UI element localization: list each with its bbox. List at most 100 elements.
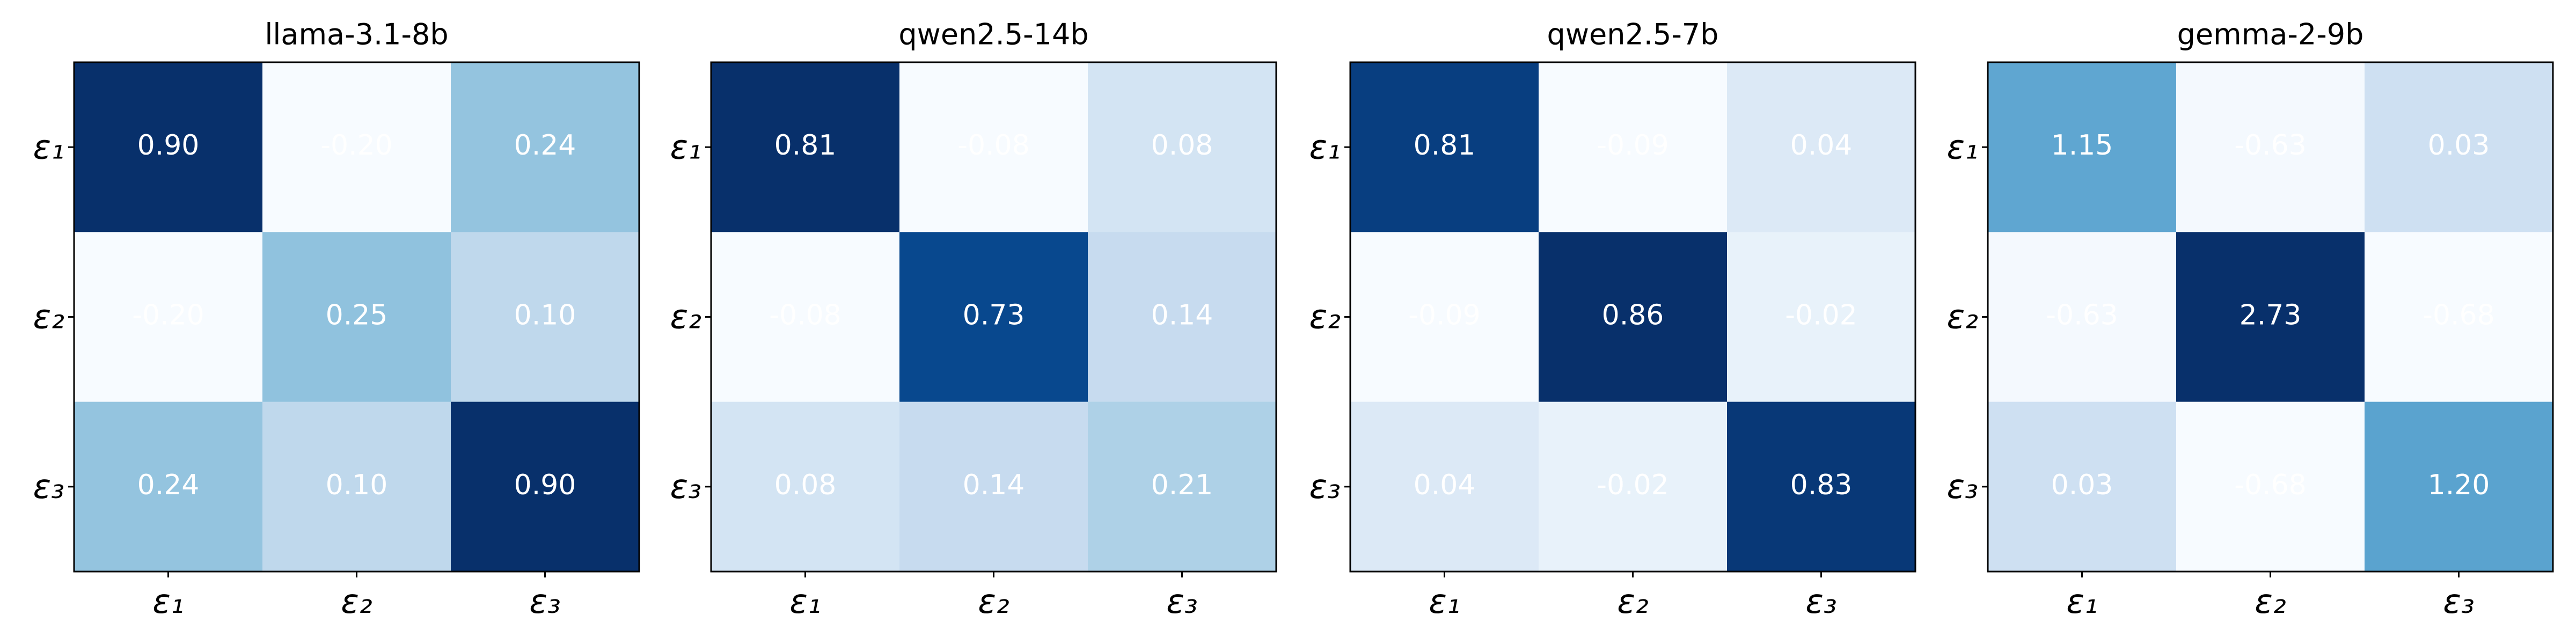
- heatmap-cell: [2176, 232, 2365, 402]
- heatmap-cell: [1988, 62, 2177, 232]
- heatmap-cell: [711, 232, 900, 402]
- y-tick-label: ε₂: [1947, 297, 1978, 336]
- cell-label: 0.04: [1790, 129, 1853, 162]
- y-tick-label: ε₃: [33, 467, 64, 506]
- cell-label: -0.68: [2423, 299, 2495, 332]
- y-tick-label: ε₂: [670, 297, 701, 336]
- cell-label: 0.08: [1151, 129, 1213, 162]
- heatmap-cell: [2365, 232, 2553, 402]
- cell-label: 0.86: [1602, 299, 1664, 332]
- x-tick-label: ε₃: [529, 582, 560, 621]
- heatmap-cell: [2176, 401, 2365, 572]
- heatmap-cell: [1088, 62, 1277, 232]
- heatmap-cell: [1988, 401, 2177, 572]
- heatmap-cell: [262, 232, 451, 402]
- cell-label: 0.08: [774, 469, 837, 501]
- cell-label: -0.09: [1597, 129, 1669, 162]
- y-tick-label: ε₃: [670, 467, 701, 506]
- cell-label: -0.08: [769, 299, 841, 332]
- cell-label: 0.14: [1151, 299, 1213, 332]
- heatmap-cell: [1539, 232, 1728, 402]
- cell-label: -0.02: [1785, 299, 1857, 332]
- x-tick-label: ε₃: [2443, 582, 2474, 621]
- heatmap-cell: [451, 232, 640, 402]
- y-tick-label: ε₂: [1309, 297, 1341, 336]
- cell-label: -0.02: [1597, 469, 1669, 501]
- cell-label: 1.15: [2051, 129, 2113, 162]
- cell-label: -0.08: [957, 129, 1030, 162]
- heatmap-cell: [899, 232, 1088, 402]
- chart-title: qwen2.5-7b: [1547, 18, 1719, 52]
- heatmap-cell: [1350, 232, 1539, 402]
- cell-label: 0.10: [514, 299, 576, 332]
- heatmap-cell: [74, 401, 263, 572]
- heatmap-cell: [1727, 401, 1916, 572]
- heatmap-cell: [262, 401, 451, 572]
- cell-label: 0.21: [1151, 469, 1213, 501]
- chart-title: qwen2.5-14b: [898, 18, 1088, 52]
- heatmap-cell: [1088, 232, 1277, 402]
- heatmap-cell: [899, 62, 1088, 232]
- cell-label: -0.63: [2234, 129, 2307, 162]
- cell-label: 0.81: [1414, 129, 1476, 162]
- heatmap-cell: [711, 401, 900, 572]
- cell-label: 0.03: [2428, 129, 2490, 162]
- cell-label: 2.73: [2240, 299, 2302, 332]
- heatmap-cell: [1988, 232, 2177, 402]
- cell-label: 0.90: [137, 129, 200, 162]
- heatmap-cell: [74, 232, 263, 402]
- cell-label: 0.83: [1790, 469, 1853, 501]
- x-tick-label: ε₃: [1805, 582, 1836, 621]
- cell-label: 0.03: [2051, 469, 2113, 501]
- x-tick-label: ε₂: [341, 582, 372, 621]
- heatmap-cell: [899, 401, 1088, 572]
- x-tick-label: ε₁: [2066, 582, 2097, 621]
- y-tick-label: ε₁: [33, 127, 64, 166]
- x-tick-label: ε₁: [152, 582, 184, 621]
- x-tick-label: ε₃: [1166, 582, 1197, 621]
- y-tick-label: ε₂: [33, 297, 64, 336]
- cell-label: 0.73: [963, 299, 1025, 332]
- heatmap-cell: [1539, 401, 1728, 572]
- y-tick-label: ε₃: [1309, 467, 1341, 506]
- chart-title: llama-3.1-8b: [265, 18, 448, 52]
- y-tick-label: ε₁: [1309, 127, 1341, 166]
- cell-label: 0.24: [514, 129, 576, 162]
- heatmap-cell: [451, 401, 640, 572]
- cell-label: 0.90: [514, 469, 576, 501]
- cell-label: 0.81: [774, 129, 837, 162]
- heatmap-cell: [1350, 62, 1539, 232]
- cell-label: -0.20: [320, 129, 393, 162]
- heatmap-cell: [711, 62, 900, 232]
- x-tick-label: ε₂: [2255, 582, 2286, 621]
- cell-label: 0.25: [326, 299, 388, 332]
- x-tick-label: ε₁: [789, 582, 821, 621]
- heatmap-cell: [1350, 401, 1539, 572]
- y-tick-label: ε₁: [1947, 127, 1978, 166]
- cell-label: -0.63: [2046, 299, 2118, 332]
- cell-label: 0.14: [963, 469, 1025, 501]
- heatmap-cell: [451, 62, 640, 232]
- cell-label: 0.10: [326, 469, 388, 501]
- cell-label: -0.68: [2234, 469, 2307, 501]
- x-tick-label: ε₂: [978, 582, 1009, 621]
- cell-label: 1.20: [2428, 469, 2490, 501]
- heatmap-cell: [74, 62, 263, 232]
- heatmap-cell: [2365, 62, 2553, 232]
- cell-label: 0.24: [137, 469, 200, 501]
- y-tick-label: ε₁: [670, 127, 701, 166]
- chart-title: gemma-2-9b: [2177, 18, 2364, 52]
- x-tick-label: ε₁: [1429, 582, 1460, 621]
- cell-label: -0.09: [1408, 299, 1481, 332]
- heatmap-cell: [2176, 62, 2365, 232]
- heatmap-cell: [1727, 62, 1916, 232]
- heatmap-cell: [1088, 401, 1277, 572]
- x-tick-label: ε₂: [1617, 582, 1648, 621]
- heatmap-cell: [262, 62, 451, 232]
- y-tick-label: ε₃: [1947, 467, 1978, 506]
- cell-label: -0.20: [132, 299, 204, 332]
- heatmap-cell: [2365, 401, 2553, 572]
- heatmap-cell: [1539, 62, 1728, 232]
